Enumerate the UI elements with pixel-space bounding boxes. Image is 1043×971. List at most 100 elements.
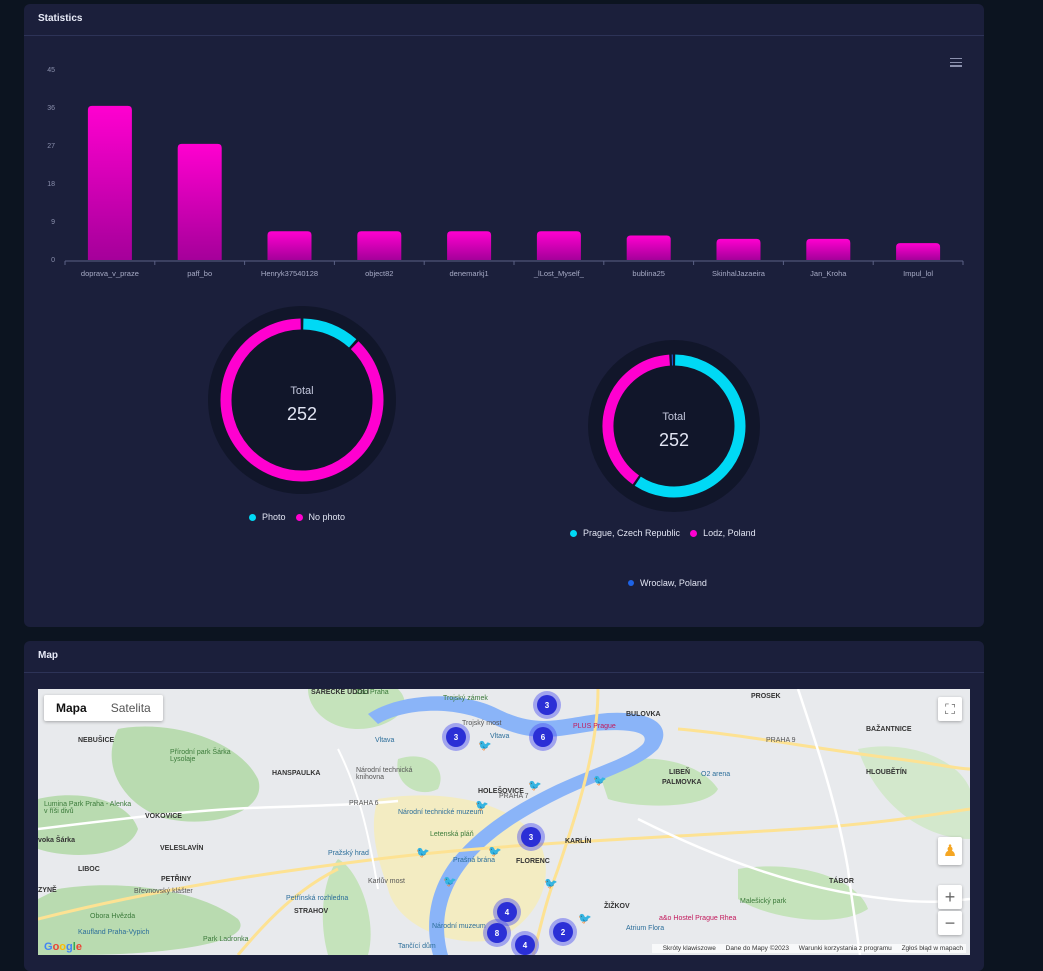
marker-cluster[interactable]: 6 [533, 727, 553, 747]
map-label: Přírodní park Šárka Lysolaje [170, 749, 240, 763]
bar[interactable] [896, 243, 940, 260]
legend-dot [570, 530, 577, 537]
photo-donut-chart: Total 252 [207, 305, 397, 495]
map-type-control: Mapa Satelita [44, 695, 163, 721]
twitter-marker-icon[interactable]: 🐦 [593, 774, 607, 787]
bar[interactable] [447, 231, 491, 260]
map-label: Malešický park [740, 898, 786, 905]
map-type-satelita-button[interactable]: Satelita [99, 695, 163, 721]
marker-cluster[interactable]: 3 [521, 827, 541, 847]
map-data-text: Dane do Mapy ©2023 [726, 945, 789, 952]
bar[interactable] [537, 231, 581, 260]
twitter-marker-icon[interactable]: 🐦 [544, 877, 558, 890]
marker-cluster[interactable]: 3 [446, 727, 466, 747]
map-label: PALMOVKA [662, 779, 702, 786]
legend-item-wroclaw[interactable]: Wroclaw, Poland [628, 578, 707, 588]
donut-center-label: Total [290, 385, 313, 397]
map-label: Vltava [490, 733, 509, 740]
map-label: HANSPAULKA [272, 770, 320, 777]
legend-label: Photo [262, 512, 286, 522]
x-tick-label: SkinhalJazaeira [712, 269, 766, 278]
google-map[interactable]: SÁRECKÉ ÚDOLÍ Zoo Praha Trojský zámek Tr… [38, 689, 970, 955]
legend-item-photo[interactable]: Photo [249, 512, 286, 522]
map-label: BULOVKA [626, 711, 661, 718]
map-label: Národní technické muzeum [398, 809, 483, 816]
twitter-marker-icon[interactable]: 🐦 [578, 912, 592, 925]
marker-cluster[interactable]: 4 [515, 935, 535, 955]
twitter-marker-icon[interactable]: 🐦 [443, 875, 457, 888]
map-label: Pražský hrad [328, 850, 369, 857]
map-label: PROSEK [751, 693, 781, 700]
map-label: BAŽANTNICE [866, 726, 912, 733]
donut-backdrop [208, 306, 396, 494]
legend-dot [249, 514, 256, 521]
bar[interactable] [178, 144, 222, 260]
donut-center-value: 252 [287, 404, 317, 424]
map-label: Letenská pláň [430, 831, 474, 838]
map-label: O2 arena [701, 771, 730, 778]
map-card: Map SÁRECKÉ ÚD [24, 641, 984, 971]
map-type-mapa-button[interactable]: Mapa [44, 695, 99, 721]
x-tick-label: paff_bo [187, 269, 212, 278]
marker-cluster[interactable]: 3 [537, 695, 557, 715]
legend-item-lodz[interactable]: Lodz, Poland [690, 528, 756, 538]
bar[interactable] [88, 106, 132, 260]
twitter-marker-icon[interactable]: 🐦 [416, 846, 430, 859]
map-label: Atrium Flora [626, 925, 664, 932]
map-label: PRAHA 7 [499, 793, 529, 800]
map-label: a&o Hostel Prague Rhea [659, 915, 736, 922]
legend-label: Wroclaw, Poland [640, 578, 707, 588]
y-tick-label: 0 [51, 257, 55, 264]
map-label: Zoo Praha [356, 689, 389, 696]
map-label: Vltava [375, 737, 394, 744]
map-label: Lumina Park Praha - Alenka v říši divů [44, 801, 134, 815]
report-error-link[interactable]: Zgłoś błąd w mapach [902, 945, 963, 952]
bar[interactable] [268, 231, 312, 260]
marker-cluster[interactable]: 2 [553, 922, 573, 942]
x-tick-label: bublina25 [632, 269, 665, 278]
x-tick-label: object82 [365, 269, 393, 278]
map-label: FLORENC [516, 858, 550, 865]
x-tick-label: Jan_Kroha [810, 269, 847, 278]
map-label: PRAHA 9 [766, 737, 796, 744]
legend-item-no-photo[interactable]: No photo [296, 512, 346, 522]
twitter-marker-icon[interactable]: 🐦 [528, 779, 542, 792]
zoom-in-icon[interactable]: + [938, 885, 962, 909]
legend-label: Prague, Czech Republic [583, 528, 680, 538]
legend-dot [690, 530, 697, 537]
fullscreen-icon[interactable]: ⛶ [938, 697, 962, 721]
y-tick-label: 9 [51, 219, 55, 226]
bar[interactable] [627, 236, 671, 260]
bar[interactable] [717, 239, 761, 260]
twitter-marker-icon[interactable]: 🐦 [488, 845, 502, 858]
map-label: Tančící dům [398, 943, 436, 950]
map-label: vokа Šárka [38, 837, 75, 844]
donut-backdrop [588, 340, 760, 512]
map-label: Trojský most [462, 720, 501, 727]
zoom-out-icon[interactable]: − [938, 911, 962, 935]
legend-label: No photo [309, 512, 346, 522]
map-label: ŽIŽKOV [604, 903, 630, 910]
bar[interactable] [806, 239, 850, 260]
y-tick-label: 18 [47, 181, 55, 188]
x-tick-label: Impul_lol [903, 269, 933, 278]
bar[interactable] [357, 231, 401, 260]
marker-cluster[interactable]: 8 [487, 923, 507, 943]
map-label: STRAHOV [294, 908, 328, 915]
map-label: PETŘINY [161, 876, 191, 883]
donut-center-label: Total [662, 411, 685, 423]
twitter-marker-icon[interactable]: 🐦 [475, 799, 489, 812]
marker-cluster[interactable]: 4 [497, 902, 517, 922]
keyboard-shortcuts-link[interactable]: Skróty klawiszowe [663, 945, 716, 952]
twitter-marker-icon[interactable]: 🐦 [478, 739, 492, 752]
x-tick-label: _lLost_Myself_ [533, 269, 585, 278]
street-view-pegman-icon[interactable]: ♟ [938, 837, 962, 865]
legend-item-prague[interactable]: Prague, Czech Republic [570, 528, 680, 538]
terms-link[interactable]: Warunki korzystania z programu [799, 945, 892, 952]
google-logo: Google [44, 941, 82, 953]
map-title: Map [24, 641, 984, 673]
location-donut-legend: Prague, Czech Republic Lodz, Poland [570, 528, 766, 538]
map-label: VELESLAVÍN [160, 845, 203, 852]
